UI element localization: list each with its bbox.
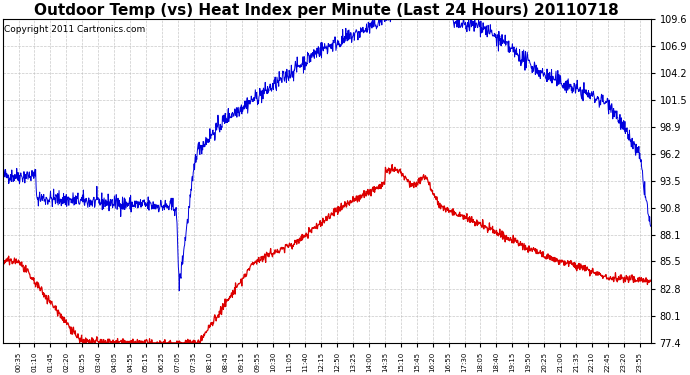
Text: Copyright 2011 Cartronics.com: Copyright 2011 Cartronics.com xyxy=(4,26,146,34)
Title: Outdoor Temp (vs) Heat Index per Minute (Last 24 Hours) 20110718: Outdoor Temp (vs) Heat Index per Minute … xyxy=(34,3,619,18)
